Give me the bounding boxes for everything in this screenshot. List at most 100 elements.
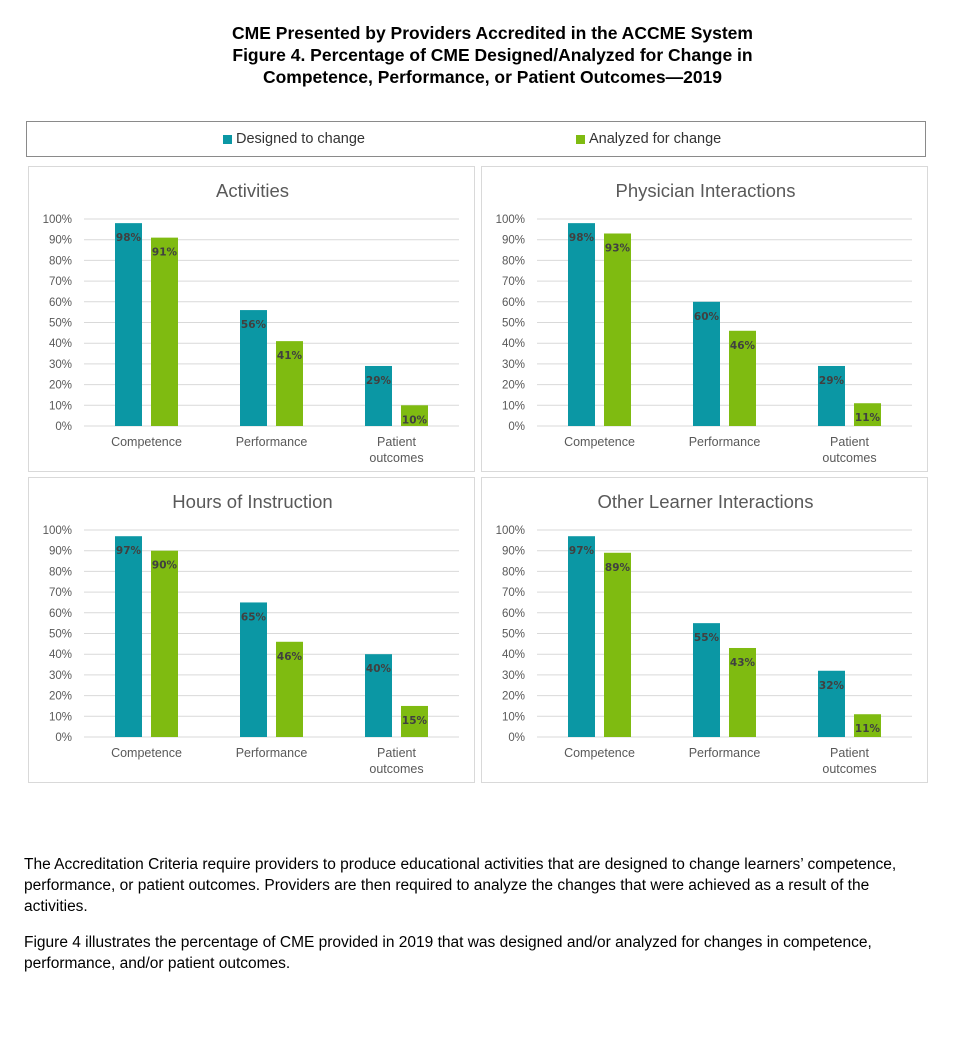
chart-title: Physician Interactions xyxy=(616,180,796,201)
y-tick-label: 20% xyxy=(49,691,72,703)
bar-analyzed-competence xyxy=(151,237,178,426)
chart-panel-hours-of-instruction: Hours of Instruction 0% 10% 20% 30% 40% 50% 60%… xyxy=(28,477,475,783)
bar-analyzed-competence xyxy=(604,233,631,426)
data-label-analyzed-performance: 46% xyxy=(277,651,303,663)
category-label-patient-outcomes: Patient outcomes xyxy=(369,746,423,776)
y-tick-label: 60% xyxy=(502,297,525,309)
bar-analyzed-performance xyxy=(276,341,303,426)
y-tick-label: 50% xyxy=(49,318,72,330)
y-tick-label: 20% xyxy=(502,380,525,392)
chart-panel-other-learner-interactions: Other Learner Interactions 0% 10% 20% 30% 40%… xyxy=(481,477,928,783)
y-tick-label: 0% xyxy=(508,732,525,744)
figure-title: CME Presented by Providers Accredited in… xyxy=(0,22,957,88)
bar-designed-competence xyxy=(115,536,142,737)
y-tick-label: 0% xyxy=(55,732,72,744)
legend-swatch-designed xyxy=(223,134,232,144)
y-tick-label: 50% xyxy=(502,318,525,330)
data-label-designed-competence: 98% xyxy=(116,232,142,244)
category-label-performance: Performance xyxy=(236,746,308,760)
chart-title: Activities xyxy=(216,180,289,201)
chart-svg: Activities 0% 10% 20% 30% 40% 50% 60% 70% 80% 90% 1… xyxy=(43,180,459,465)
y-tick-label: 100% xyxy=(496,214,525,226)
data-label-analyzed-performance: 41% xyxy=(277,350,303,362)
y-tick-label: 100% xyxy=(496,525,525,537)
bar-analyzed-patient-outcomes xyxy=(854,403,881,426)
data-label-analyzed-competence: 91% xyxy=(152,247,178,259)
data-label-designed-competence: 98% xyxy=(569,232,595,244)
data-label-designed-patient-outcomes: 29% xyxy=(819,375,845,387)
data-label-analyzed-performance: 46% xyxy=(730,340,756,352)
y-tick-label: 0% xyxy=(55,421,72,433)
y-tick-label: 70% xyxy=(49,276,72,288)
chart-title: Hours of Instruction xyxy=(172,491,332,512)
y-tick-label: 90% xyxy=(502,235,525,247)
y-tick-label: 70% xyxy=(502,276,525,288)
y-tick-label: 80% xyxy=(49,566,72,578)
bar-designed-patient-outcomes xyxy=(365,654,392,737)
bar-analyzed-performance xyxy=(276,641,303,737)
category-label-patient-outcomes: Patient outcomes xyxy=(822,435,876,465)
bar-designed-performance xyxy=(693,623,720,737)
category-label-patient-outcomes: Patient outcomes xyxy=(822,746,876,776)
chart-panel-activities: Activities 0% 10% 20% 30% 40% 50% 60% 70% 80% 90% 1… xyxy=(28,166,475,472)
chart-title: Other Learner Interactions xyxy=(598,491,814,512)
category-label-performance: Performance xyxy=(689,746,761,760)
bar-designed-competence xyxy=(568,223,595,426)
y-tick-label: 60% xyxy=(49,297,72,309)
y-tick-label: 90% xyxy=(49,235,72,247)
y-tick-label: 20% xyxy=(502,691,525,703)
y-tick-label: 40% xyxy=(502,649,525,661)
y-tick-label: 40% xyxy=(49,649,72,661)
legend-label-analyzed: Analyzed for change xyxy=(589,131,722,147)
y-tick-label: 30% xyxy=(502,359,525,371)
description-paragraph-1: The Accreditation Criteria require provi… xyxy=(24,856,897,915)
y-tick-label: 40% xyxy=(502,338,525,350)
data-label-designed-patient-outcomes: 29% xyxy=(366,375,392,387)
data-label-designed-patient-outcomes: 32% xyxy=(819,680,845,692)
data-label-analyzed-competence: 89% xyxy=(605,562,631,574)
bar-designed-performance xyxy=(693,301,720,426)
bar-analyzed-patient-outcomes xyxy=(401,705,428,737)
y-tick-label: 100% xyxy=(43,214,72,226)
data-label-designed-performance: 55% xyxy=(694,632,720,644)
bar-analyzed-patient-outcomes xyxy=(401,405,428,426)
bar-designed-competence xyxy=(568,536,595,737)
y-tick-label: 80% xyxy=(502,566,525,578)
chart-svg: Physician Interactions 0% 10% 20% 30% 40% 50% 6… xyxy=(496,180,912,465)
data-label-analyzed-patient-outcomes: 15% xyxy=(402,715,428,727)
description-paragraph-2: Figure 4 illustrates the percentage of C… xyxy=(24,934,872,972)
y-tick-label: 10% xyxy=(49,711,72,723)
bar-analyzed-competence xyxy=(604,552,631,737)
y-tick-label: 60% xyxy=(502,608,525,620)
category-label-competence: Competence xyxy=(564,746,635,760)
data-label-designed-performance: 65% xyxy=(241,611,267,623)
y-tick-label: 20% xyxy=(49,380,72,392)
category-label-patient-outcomes: Patient outcomes xyxy=(369,435,423,465)
bar-designed-performance xyxy=(240,310,267,426)
data-label-designed-performance: 60% xyxy=(694,311,720,323)
bar-analyzed-patient-outcomes xyxy=(854,714,881,737)
y-tick-label: 70% xyxy=(49,587,72,599)
category-label-competence: Competence xyxy=(564,435,635,449)
y-tick-label: 90% xyxy=(502,546,525,558)
y-tick-label: 50% xyxy=(502,629,525,641)
bar-designed-patient-outcomes xyxy=(818,670,845,737)
chart-legend: Designed to change Analyzed for change xyxy=(26,121,926,157)
y-tick-label: 90% xyxy=(49,546,72,558)
bar-designed-patient-outcomes xyxy=(365,365,392,426)
y-tick-label: 70% xyxy=(502,587,525,599)
legend-item-designed: Designed to change xyxy=(223,131,365,147)
data-label-analyzed-competence: 93% xyxy=(605,242,631,254)
chart-svg: Hours of Instruction 0% 10% 20% 30% 40% 50% 60%… xyxy=(43,491,459,776)
chart-panel-physician-interactions: Physician Interactions 0% 10% 20% 30% 40% 50% 6… xyxy=(481,166,928,472)
y-tick-label: 100% xyxy=(43,525,72,537)
bar-designed-competence xyxy=(115,223,142,426)
data-label-analyzed-patient-outcomes: 11% xyxy=(855,723,881,735)
title-line-1: CME Presented by Providers Accredited in… xyxy=(232,23,753,43)
data-label-designed-competence: 97% xyxy=(116,545,142,557)
y-tick-label: 80% xyxy=(502,255,525,267)
data-label-designed-competence: 97% xyxy=(569,545,595,557)
legend-label-designed: Designed to change xyxy=(236,131,365,147)
y-tick-label: 30% xyxy=(49,359,72,371)
bar-analyzed-competence xyxy=(151,550,178,737)
